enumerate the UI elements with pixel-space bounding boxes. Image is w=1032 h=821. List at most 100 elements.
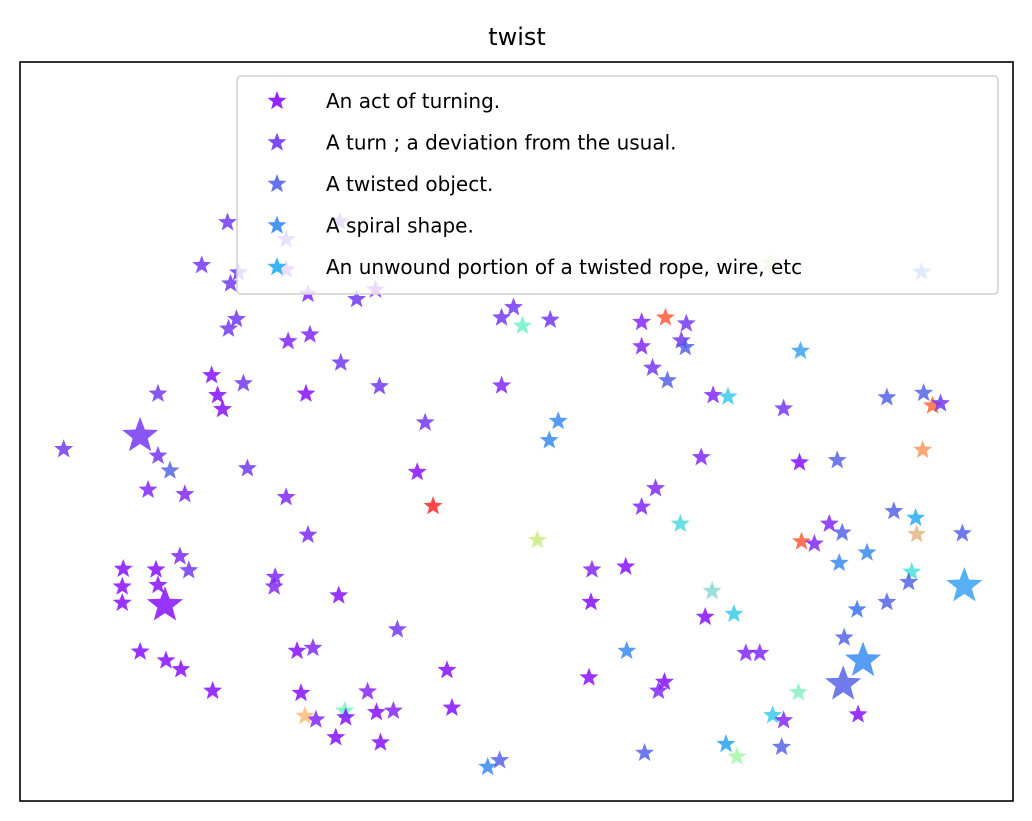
data-point bbox=[492, 307, 512, 326]
data-point bbox=[877, 387, 897, 406]
data-point bbox=[335, 700, 355, 719]
data-point bbox=[387, 619, 407, 638]
data-point bbox=[902, 561, 922, 580]
data-point bbox=[877, 592, 897, 611]
data-point bbox=[504, 297, 524, 316]
legend-label: An act of turning. bbox=[326, 89, 500, 113]
data-point bbox=[906, 507, 926, 527]
legend-label: A turn ; a deviation from the usual. bbox=[326, 131, 677, 155]
data-point bbox=[774, 398, 794, 417]
data-point bbox=[326, 727, 346, 746]
data-point bbox=[844, 641, 882, 676]
data-point bbox=[774, 710, 794, 729]
data-point bbox=[825, 665, 862, 700]
data-point bbox=[113, 558, 133, 578]
data-point bbox=[358, 681, 378, 700]
data-point bbox=[907, 524, 927, 543]
data-point bbox=[763, 705, 783, 724]
data-point bbox=[213, 399, 233, 418]
data-point bbox=[635, 742, 655, 762]
data-point bbox=[54, 439, 74, 458]
data-point bbox=[952, 523, 972, 542]
data-point bbox=[148, 445, 168, 464]
data-point bbox=[415, 412, 435, 431]
data-point bbox=[336, 707, 356, 726]
data-point bbox=[237, 458, 257, 477]
data-point bbox=[287, 640, 307, 660]
data-point bbox=[675, 337, 695, 356]
data-point bbox=[676, 313, 696, 332]
data-point bbox=[702, 581, 722, 600]
data-point bbox=[138, 479, 158, 498]
data-point bbox=[202, 365, 222, 384]
data-point bbox=[703, 385, 723, 404]
legend-marker bbox=[267, 91, 287, 110]
data-point bbox=[827, 450, 847, 469]
legend-marker bbox=[267, 174, 287, 193]
legend-label: A spiral shape. bbox=[326, 214, 474, 238]
data-point bbox=[648, 680, 669, 699]
data-point bbox=[512, 315, 532, 334]
data-point bbox=[278, 331, 298, 350]
data-point bbox=[160, 460, 180, 479]
data-point bbox=[646, 478, 666, 497]
legend-label: A twisted object. bbox=[326, 172, 493, 196]
data-point bbox=[219, 318, 239, 337]
data-point bbox=[146, 586, 184, 621]
data-point bbox=[539, 430, 559, 449]
data-point bbox=[791, 531, 811, 550]
data-point bbox=[298, 524, 318, 544]
data-point bbox=[369, 376, 389, 395]
legend-marker bbox=[267, 257, 287, 276]
data-point bbox=[632, 312, 652, 331]
data-point bbox=[923, 395, 943, 414]
data-point bbox=[581, 592, 601, 611]
legend-box bbox=[236, 75, 999, 295]
data-point bbox=[789, 452, 810, 471]
data-point bbox=[291, 683, 311, 702]
data-point bbox=[296, 383, 316, 402]
data-point bbox=[226, 309, 246, 328]
data-point bbox=[295, 706, 315, 725]
data-point bbox=[632, 496, 652, 515]
data-point bbox=[306, 709, 326, 728]
data-point bbox=[671, 330, 691, 349]
data-point bbox=[527, 530, 547, 549]
chart-title: twist bbox=[488, 23, 546, 51]
data-point bbox=[829, 553, 849, 572]
data-point bbox=[171, 659, 191, 678]
data-point bbox=[632, 336, 652, 355]
data-point bbox=[655, 307, 675, 326]
data-point bbox=[156, 650, 176, 669]
data-point bbox=[716, 734, 736, 753]
data-point bbox=[579, 667, 599, 686]
data-point bbox=[265, 567, 285, 586]
legend-marker bbox=[267, 132, 287, 151]
data-point bbox=[654, 672, 674, 691]
data-point bbox=[617, 640, 637, 660]
data-point bbox=[221, 273, 241, 292]
data-point bbox=[192, 255, 212, 274]
data-point bbox=[643, 357, 663, 377]
data-point bbox=[819, 513, 839, 532]
data-point bbox=[146, 559, 166, 578]
data-point bbox=[331, 352, 351, 371]
data-point bbox=[264, 576, 284, 595]
legend-marker bbox=[267, 215, 287, 234]
data-point bbox=[657, 370, 677, 389]
data-point bbox=[695, 606, 715, 626]
data-point bbox=[946, 566, 983, 602]
data-point bbox=[691, 447, 711, 466]
data-point bbox=[423, 496, 443, 515]
data-point bbox=[772, 737, 792, 756]
data-point bbox=[790, 340, 811, 360]
data-point bbox=[383, 700, 403, 719]
data-point bbox=[718, 386, 738, 405]
data-point bbox=[122, 416, 159, 452]
data-point bbox=[442, 697, 462, 716]
data-point bbox=[148, 575, 168, 594]
data-point bbox=[540, 309, 560, 328]
plot-frame bbox=[19, 61, 1014, 802]
data-point bbox=[303, 638, 323, 657]
